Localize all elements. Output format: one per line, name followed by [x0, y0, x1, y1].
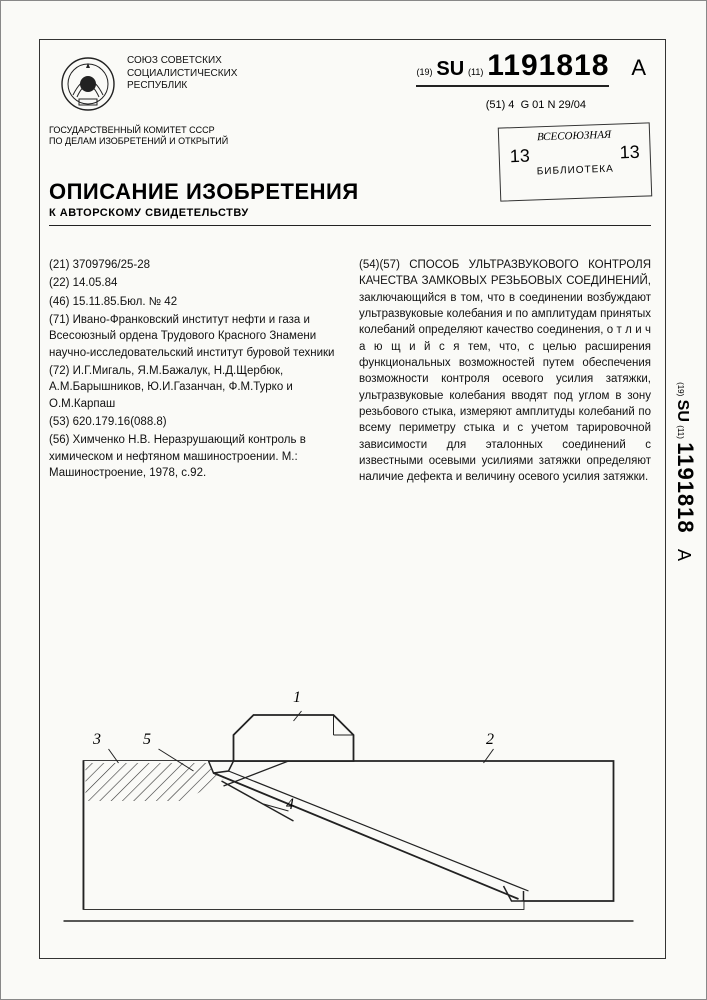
ipc-prefix: (51) 4	[486, 99, 515, 111]
kind-code: A	[631, 55, 646, 80]
document-title: ОПИСАНИЕ ИЗОБРЕТЕНИЯ	[49, 179, 651, 205]
field-22: (22) 14.05.84	[49, 275, 341, 291]
stamp-num-right: 13	[619, 142, 640, 164]
stamp-num-left: 13	[509, 146, 530, 168]
ipc-code: G 01 N 29/04	[521, 99, 586, 111]
callout-1: 1	[293, 689, 301, 707]
publication-number: 1191818	[487, 49, 609, 82]
page: СОЮЗ СОВЕТСКИХ СОЦИАЛИСТИЧЕСКИХ РЕСПУБЛИ…	[0, 0, 707, 1000]
code-prefix-19: (19)	[416, 67, 432, 77]
technical-figure: 1 2 3 4 5	[61, 701, 636, 931]
state-emblem	[59, 55, 117, 113]
callout-3: 3	[93, 731, 101, 749]
field-71: (71) Ивано-Франковский институт нефти и …	[49, 312, 341, 361]
field-46: (46) 15.11.85.Бюл. № 42	[49, 294, 341, 310]
field-21: (21) 3709796/25-28	[49, 257, 341, 273]
document-subtitle: К АВТОРСКОМУ СВИДЕТЕЛЬСТВУ	[49, 207, 651, 219]
union-line: СОЮЗ СОВЕТСКИХ	[127, 55, 237, 68]
callout-2: 2	[486, 731, 494, 749]
side-kind: A	[674, 549, 694, 561]
title-rule	[49, 225, 651, 226]
left-column: (21) 3709796/25-28 (22) 14.05.84 (46) 15…	[49, 257, 341, 488]
callout-5: 5	[143, 731, 151, 749]
union-line: СОЦИАЛИСТИЧЕСКИХ	[127, 68, 237, 81]
union-text: СОЮЗ СОВЕТСКИХ СОЦИАЛИСТИЧЕСКИХ РЕСПУБЛИ…	[127, 55, 237, 93]
field-56: (56) Химченко Н.В. Неразрушающий контрол…	[49, 432, 341, 481]
side-publication-code: (19) SU (11) 1191818 A	[672, 382, 698, 561]
callout-4: 4	[286, 796, 294, 814]
committee-line: ПО ДЕЛАМ ИЗОБРЕТЕНИЙ И ОТКРЫТИЙ	[49, 136, 228, 147]
field-53: (53) 620.179.16(088.8)	[49, 414, 341, 430]
country-code: SU	[436, 58, 464, 80]
ipc-classification: (51) 4 G 01 N 29/04	[486, 99, 586, 111]
right-column: (54)(57) СПОСОБ УЛЬТРАЗВУКОВОГО КОНТРОЛЯ…	[359, 257, 651, 488]
title-block: ОПИСАНИЕ ИЗОБРЕТЕНИЯ К АВТОРСКОМУ СВИДЕТ…	[49, 179, 651, 226]
side-country: SU	[674, 400, 691, 422]
side-prefix-19: (19)	[676, 382, 685, 396]
code-prefix-11: (11)	[468, 67, 483, 77]
side-number: 1191818	[673, 442, 698, 533]
header-row: СОЮЗ СОВЕТСКИХ СОЦИАЛИСТИЧЕСКИХ РЕСПУБЛИ…	[49, 45, 247, 113]
union-line: РЕСПУБЛИК	[127, 80, 237, 93]
field-72: (72) И.Г.Мигаль, Я.М.Бажалук, Н.Д.Щербюк…	[49, 363, 341, 412]
committee-block: ГОСУДАРСТВЕННЫЙ КОМИТЕТ СССР ПО ДЕЛАМ ИЗ…	[49, 125, 228, 148]
side-prefix-11: (11)	[676, 425, 685, 439]
bibliographic-block: (21) 3709796/25-28 (22) 14.05.84 (46) 15…	[49, 257, 651, 488]
abstract-text: (54)(57) СПОСОБ УЛЬТРАЗВУКОВОГО КОНТРОЛЯ…	[359, 257, 651, 486]
committee-line: ГОСУДАРСТВЕННЫЙ КОМИТЕТ СССР	[49, 125, 228, 136]
publication-code: (19) SU (11) 1191818 A	[416, 49, 646, 87]
